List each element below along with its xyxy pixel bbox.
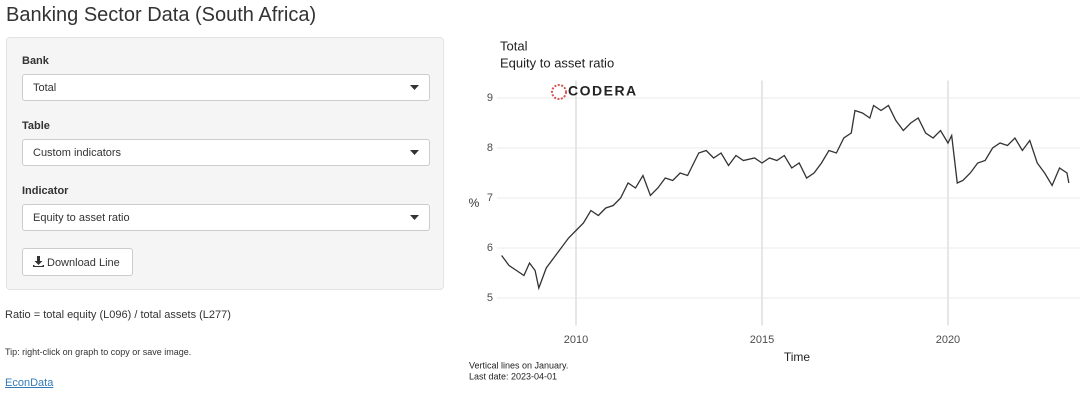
y-tick-label: 9 (487, 92, 493, 104)
field-label: Table (22, 120, 50, 132)
select-input[interactable]: Total (22, 74, 430, 101)
chart-subtitle: Equity to asset ratio (500, 55, 614, 70)
caret (410, 85, 419, 90)
select-input[interactable]: Equity to asset ratio (22, 204, 430, 231)
select-value: Total (33, 82, 57, 94)
button-label: Download Line (47, 257, 120, 269)
y-tick-label: 5 (487, 292, 493, 304)
y-tick-label: 6 (487, 242, 493, 254)
y-tick-label: 7 (487, 192, 493, 204)
select-value: Equity to asset ratio (33, 212, 130, 224)
caret (410, 150, 419, 155)
econdata-link[interactable]: EconData (5, 377, 54, 389)
x-axis-label: Time (784, 350, 811, 364)
page-title: Banking Sector Data (South Africa) (6, 4, 317, 26)
formula-note: Ratio = total equity (L096) / total asse… (5, 309, 231, 321)
caption: Last date: 2023-04-01 (469, 371, 557, 381)
x-tick-label: 2010 (564, 334, 588, 346)
download-icon (33, 256, 44, 267)
data-line (501, 104, 1070, 291)
select-value: Custom indicators (33, 147, 122, 159)
tip-note: Tip: right-click on graph to copy or sav… (5, 347, 192, 357)
field-label: Indicator (22, 185, 69, 197)
download-button[interactable]: Download Line (22, 248, 133, 276)
logo-mark (551, 84, 567, 100)
field-label: Bank (22, 55, 49, 67)
sidebar-panel: Bank Total Table Custom indicators Indic… (6, 37, 444, 290)
logo: CODERA (568, 83, 638, 99)
y-tick-label: 8 (487, 142, 493, 154)
caret (410, 215, 419, 220)
select-input[interactable]: Custom indicators (22, 139, 430, 166)
chart: Total Equity to asset ratio 5 6 7 8 9 2010 201… (469, 38, 1080, 381)
y-axis-label: % (469, 196, 480, 210)
x-tick-label: 2015 (750, 334, 774, 346)
x-tick-label: 2020 (936, 334, 960, 346)
caption: Vertical lines on January. (469, 360, 568, 370)
chart-title: Total (500, 38, 528, 53)
